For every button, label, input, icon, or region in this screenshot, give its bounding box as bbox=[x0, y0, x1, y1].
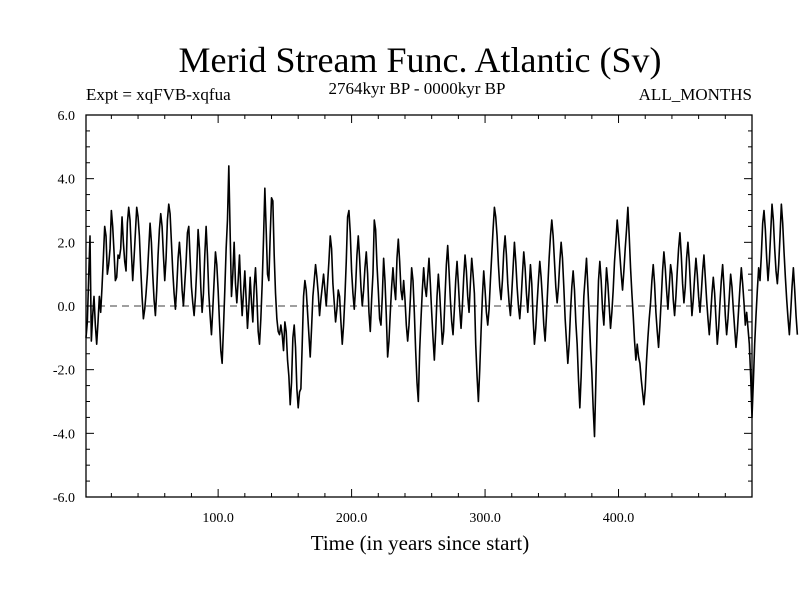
data-series bbox=[85, 165, 799, 438]
y-tick-label: -4.0 bbox=[53, 427, 75, 442]
y-tick-label: 6.0 bbox=[58, 109, 76, 124]
chart-subtitle-left: Expt = xqFVB-xqfua bbox=[86, 85, 231, 104]
chart-subtitle-center: 2764kyr BP - 0000kyr BP bbox=[329, 79, 506, 98]
plot-frame bbox=[85, 114, 753, 498]
y-tick-label: 2.0 bbox=[58, 236, 76, 251]
y-tick-label: 0.0 bbox=[58, 300, 76, 315]
chart-subtitle-right: ALL_MONTHS bbox=[639, 85, 752, 104]
x-tick-label: 100.0 bbox=[202, 511, 234, 526]
x-tick-label: 200.0 bbox=[336, 511, 368, 526]
series-line bbox=[85, 165, 799, 438]
x-tick-label: 400.0 bbox=[603, 511, 635, 526]
axis-ticks: -6.0 -4.0 -2.0 0.0 2.0 4.0 6.0 100.0 200.0 300.0 4… bbox=[53, 109, 752, 526]
y-tick-label: -6.0 bbox=[53, 491, 75, 506]
x-axis-label: Time (in years since start) bbox=[311, 531, 530, 555]
x-tick-label: 300.0 bbox=[469, 511, 501, 526]
chart-title: Merid Stream Func. Atlantic (Sv) bbox=[179, 40, 662, 80]
y-tick-label: -2.0 bbox=[53, 364, 75, 379]
y-tick-label: 4.0 bbox=[58, 173, 76, 188]
